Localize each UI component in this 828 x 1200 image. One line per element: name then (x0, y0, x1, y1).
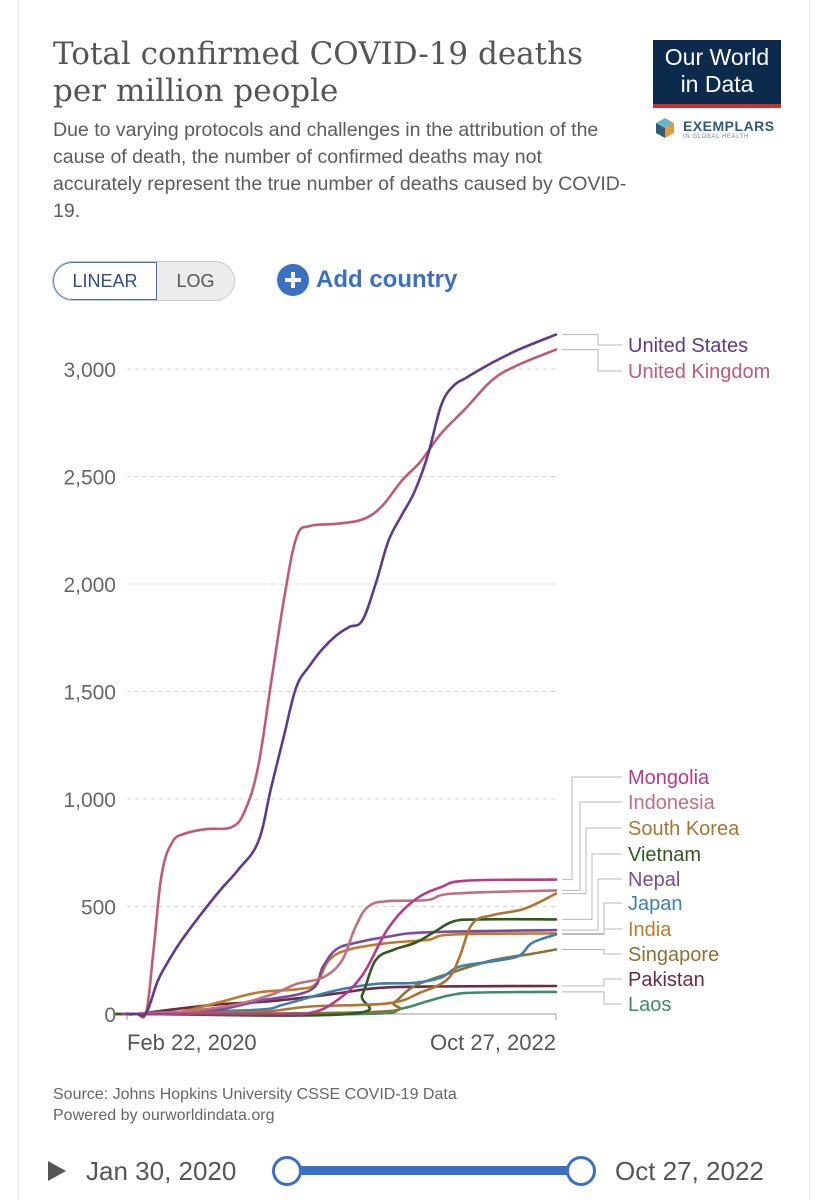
timeline-track[interactable] (286, 1166, 582, 1175)
series-line-united-kingdom[interactable] (125, 348, 558, 1019)
legend-label-laos[interactable]: Laos (628, 994, 671, 1016)
source-text: Source: Johns Hopkins University CSSE CO… (53, 1086, 457, 1103)
owid-logo[interactable]: Our World in Data (653, 40, 781, 108)
series-line-mongolia[interactable] (121, 878, 558, 1016)
chart-title: Total confirmed COVID-19 deaths per mill… (53, 36, 583, 109)
legend-label-vietnam[interactable]: Vietnam (628, 844, 701, 866)
series-line-united-states[interactable] (125, 333, 558, 1018)
timeline-start-label: Jan 30, 2020 (86, 1156, 237, 1186)
legend-connector (562, 827, 622, 895)
x-tick-label: Feb 22, 2020 (127, 1030, 257, 1055)
legend-connector (562, 978, 622, 987)
chart-source: Source: Johns Hopkins University CSSE CO… (53, 1084, 457, 1126)
legend-connector (562, 991, 622, 1005)
exemplars-sublabel: IN GLOBAL HEALTH (683, 134, 749, 140)
plus-circle-icon (277, 264, 309, 296)
y-tick-label: 2,500 (63, 467, 116, 490)
y-tick-label: 0 (104, 1004, 116, 1027)
y-tick-label: 3,000 (63, 359, 116, 382)
y-tick-label: 2,000 (63, 574, 116, 597)
x-tick-label: Oct 27, 2022 (430, 1030, 556, 1055)
y-tick-label: 1,000 (63, 789, 116, 812)
legend-label-singapore[interactable]: Singapore (628, 944, 719, 966)
legend-label-indonesia[interactable]: Indonesia (628, 792, 716, 814)
legend-label-pakistan[interactable]: Pakistan (628, 969, 705, 991)
play-icon[interactable] (48, 1161, 66, 1181)
legend-connector (562, 801, 622, 891)
y-tick-label: 500 (81, 897, 116, 920)
logo-line-1: Our World (664, 44, 770, 70)
chart-card (18, 0, 810, 1200)
add-country-button[interactable]: Add country (277, 263, 457, 297)
timeline-end-handle[interactable] (566, 1156, 596, 1186)
legend-connector (562, 334, 622, 346)
chart-subtitle: Due to varying protocols and challenges … (53, 119, 627, 222)
timeline-slider: Jan 30, 2020 Oct 27, 2022 (0, 1140, 828, 1200)
legend-label-india[interactable]: India (628, 919, 672, 941)
logo-line-2: in Data (680, 71, 754, 97)
linear-button[interactable]: LINEAR (53, 262, 157, 300)
timeline-start-handle[interactable] (272, 1156, 302, 1186)
powered-by-text[interactable]: Powered by ourworldindata.org (53, 1107, 275, 1124)
exemplars-label: EXEMPLARS (683, 118, 775, 134)
legend-connector (562, 349, 622, 372)
legend-label-united-kingdom[interactable]: United Kingdom (628, 361, 770, 383)
legend-connector (562, 878, 622, 931)
scale-toggle: LINEAR LOG (52, 261, 235, 301)
line-chart[interactable]: 0 500 1,000 1,500 2,000 2,500 3,000 Feb 22, 202… (0, 310, 828, 1070)
legend-connector (562, 853, 622, 920)
legend-label-united-states[interactable]: United States (628, 335, 748, 357)
legend-label-south-korea[interactable]: South Korea (628, 818, 740, 840)
legend-connector (562, 902, 622, 935)
add-country-label: Add country (316, 266, 458, 293)
exemplars-cube-icon (656, 118, 674, 138)
series-line-indonesia[interactable] (125, 889, 558, 1016)
y-tick-label: 1,500 (63, 682, 116, 705)
legend-connector (562, 949, 622, 955)
legend-connector (562, 776, 622, 881)
series-line-nepal[interactable] (125, 928, 558, 1016)
legend-label-japan[interactable]: Japan (628, 893, 683, 915)
timeline-end-label: Oct 27, 2022 (615, 1156, 764, 1186)
legend-label-nepal[interactable]: Nepal (628, 869, 680, 891)
log-button[interactable]: LOG (157, 262, 234, 300)
exemplars-logo[interactable]: EXEMPLARS IN GLOBAL HEALTH (653, 116, 783, 142)
legend-label-mongolia[interactable]: Mongolia (628, 767, 710, 789)
legend-connector (562, 928, 622, 934)
